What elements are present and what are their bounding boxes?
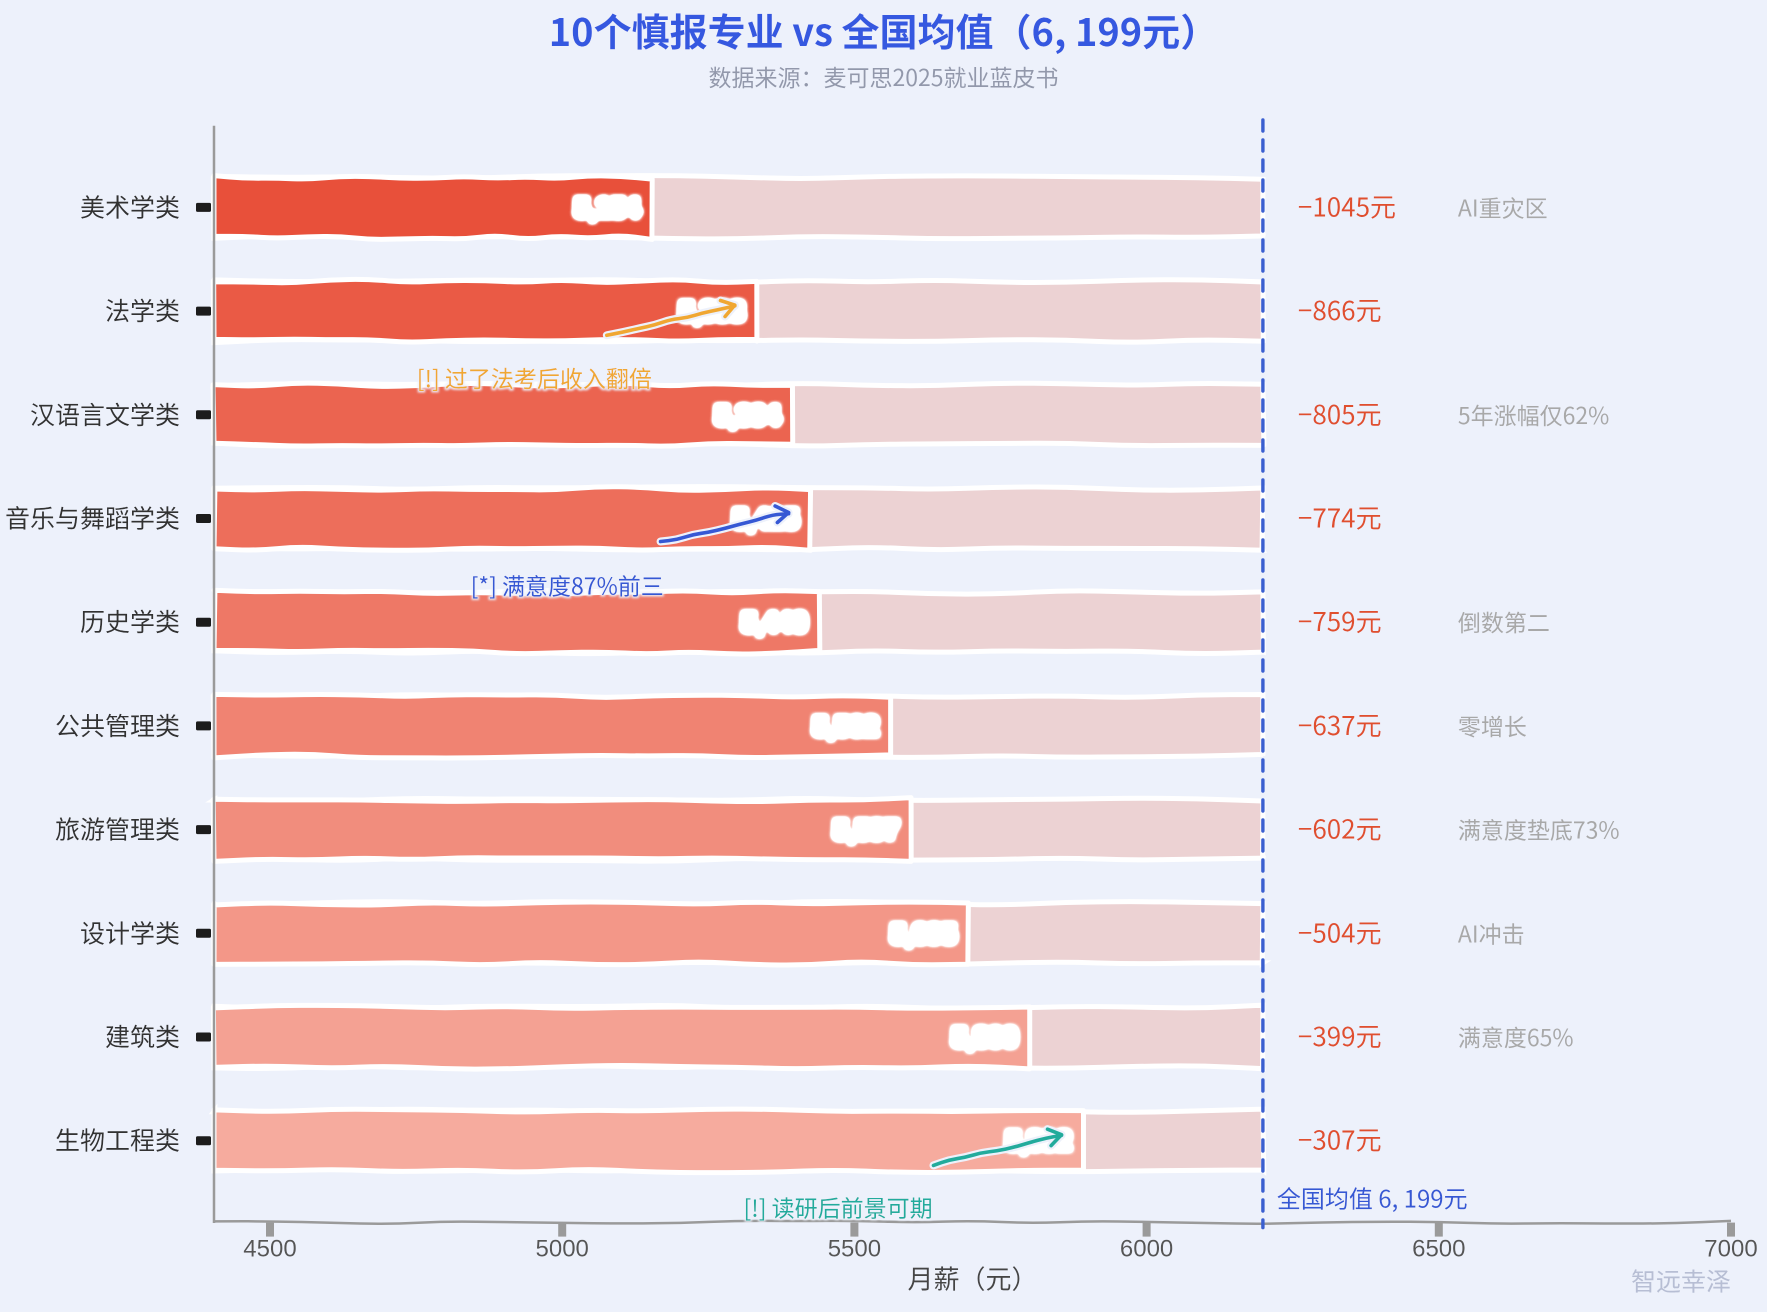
svg-text:AI冲击: AI冲击: [1458, 915, 1525, 949]
svg-text:数据来源：麦可思2025就业蓝皮书: 数据来源：麦可思2025就业蓝皮书: [708, 59, 1058, 93]
svg-text:5,154: 5,154: [575, 192, 641, 222]
svg-text:满意度65%: 满意度65%: [1458, 1019, 1574, 1053]
svg-text:−637元: −637元: [1298, 706, 1382, 743]
svg-text:5,562: 5,562: [813, 711, 878, 741]
svg-text:智远幸泽: 智远幸泽: [1631, 1263, 1731, 1299]
svg-text:5500: 5500: [828, 1236, 881, 1263]
svg-text:旅游管理类: 旅游管理类: [55, 811, 180, 847]
svg-text:历史学类: 历史学类: [80, 603, 180, 639]
svg-text:−399元: −399元: [1298, 1017, 1382, 1054]
svg-text:5,695: 5,695: [891, 918, 956, 948]
svg-text:[*] 满意度87%前三: [*] 满意度87%前三: [471, 568, 664, 602]
svg-text:美术学类: 美术学类: [80, 188, 180, 224]
svg-text:法学类: 法学类: [105, 292, 180, 328]
svg-text:建筑类: 建筑类: [105, 1018, 180, 1054]
svg-text:音乐与舞蹈学类: 音乐与舞蹈学类: [5, 500, 180, 536]
svg-text:公共管理类: 公共管理类: [55, 707, 180, 743]
svg-text:AI重灾区: AI重灾区: [1458, 189, 1548, 223]
svg-text:[!] 读研后前景可期: [!] 读研后前景可期: [744, 1190, 933, 1224]
svg-text:满意度垫底73%: 满意度垫底73%: [1458, 812, 1620, 846]
svg-text:7000: 7000: [1704, 1236, 1757, 1263]
svg-text:汉语言文学类: 汉语言文学类: [30, 396, 180, 432]
svg-text:10个慎报专业 vs 全国均值（6, 199元）: 10个慎报专业 vs 全国均值（6, 199元）: [549, 2, 1218, 57]
svg-text:4500: 4500: [243, 1236, 296, 1263]
svg-text:[!] 过了法考后收入翻倍: [!] 过了法考后收入翻倍: [417, 360, 652, 394]
svg-text:−759元: −759元: [1298, 602, 1382, 639]
svg-text:6000: 6000: [1120, 1236, 1173, 1263]
svg-text:5000: 5000: [536, 1236, 589, 1263]
svg-text:月薪（元）: 月薪（元）: [907, 1260, 1037, 1297]
svg-text:设计学类: 设计学类: [80, 914, 180, 950]
svg-text:5,800: 5,800: [952, 1022, 1017, 1052]
svg-text:−504元: −504元: [1298, 913, 1382, 950]
svg-text:5,597: 5,597: [834, 815, 899, 845]
svg-text:5,440: 5,440: [742, 607, 807, 637]
svg-text:−805元: −805元: [1298, 395, 1382, 432]
svg-text:5,394: 5,394: [715, 400, 781, 430]
svg-text:倒数第二: 倒数第二: [1458, 604, 1550, 638]
svg-text:5年涨幅仅62%: 5年涨幅仅62%: [1458, 397, 1609, 431]
svg-text:−774元: −774元: [1298, 499, 1382, 536]
svg-text:−602元: −602元: [1298, 810, 1382, 847]
svg-text:生物工程类: 生物工程类: [55, 1122, 180, 1158]
svg-text:−866元: −866元: [1298, 291, 1382, 328]
svg-text:零增长: 零增长: [1458, 708, 1527, 742]
svg-text:全国均值 6, 199元: 全国均值 6, 199元: [1277, 1180, 1468, 1215]
svg-text:−1045元: −1045元: [1298, 187, 1396, 224]
svg-text:6500: 6500: [1412, 1236, 1465, 1263]
svg-text:−307元: −307元: [1298, 1121, 1382, 1158]
